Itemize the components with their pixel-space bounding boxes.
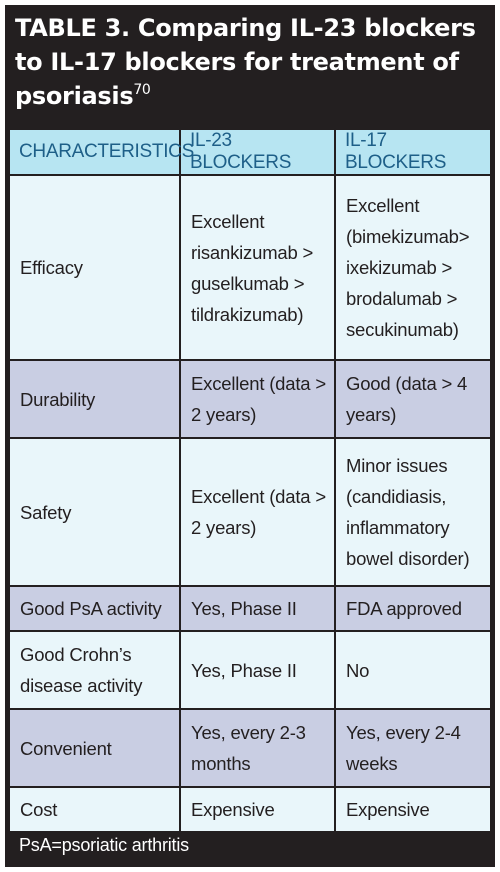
il23-cell: Yes, Phase II [180, 586, 336, 632]
row-label: Durability [10, 360, 181, 439]
il17-cell: Good (data > 4 years) [335, 360, 490, 439]
table-footnote: PsA=psoriatic arthritis [19, 835, 189, 855]
row-label: Convenient [10, 709, 181, 788]
table-card: TABLE 3. Comparing IL-23 blockers to IL-… [5, 5, 495, 867]
il17-cell: FDA approved [335, 586, 490, 632]
header-il23-blockers: IL-23 BLOCKERS [180, 130, 336, 176]
row-label: Safety [10, 438, 181, 587]
header-il17-blockers: IL-17 BLOCKERS [335, 130, 490, 176]
table-row-durability: Durability Excellent (data > 2 years) Go… [10, 360, 490, 439]
il17-cell: Yes, every 2-4 weeks [335, 709, 490, 788]
il23-cell: Yes, every 2-3 months [180, 709, 336, 788]
il17-cell: Expensive [335, 787, 490, 831]
table-title: TABLE 3. Comparing IL-23 blockers to IL-… [15, 11, 485, 113]
table-row-cost: Cost Expensive Expensive [10, 787, 490, 831]
il17-cell: Minor issues (candidiasis, inflammatory … [335, 438, 490, 587]
row-label: Efficacy [10, 175, 181, 361]
header-row: CHARACTERISTICS IL-23 BLOCKERS IL-17 BLO… [10, 130, 490, 176]
comparison-table: CHARACTERISTICS IL-23 BLOCKERS IL-17 BLO… [10, 130, 490, 831]
il17-cell: No [335, 631, 490, 710]
il23-cell: Excellent (data > 2 years) [180, 360, 336, 439]
table-row-safety: Safety Excellent (data > 2 years) Minor … [10, 438, 490, 587]
table-title-text: TABLE 3. Comparing IL-23 blockers to IL-… [15, 14, 476, 110]
table-row-crohns-activity: Good Crohn’s disease activity Yes, Phase… [10, 631, 490, 710]
il23-cell: Excellent (data > 2 years) [180, 438, 336, 587]
row-label: Good PsA activity [10, 586, 181, 632]
il23-cell: Excellent risankizumab > guselkumab > ti… [180, 175, 336, 361]
reference-superscript: 70 [133, 82, 151, 98]
table-row-convenient: Convenient Yes, every 2-3 months Yes, ev… [10, 709, 490, 788]
il17-cell: Excellent (bimekizumab> ixekizumab > bro… [335, 175, 490, 361]
header-characteristics: CHARACTERISTICS [10, 130, 194, 176]
il23-cell: Yes, Phase II [180, 631, 336, 710]
row-label: Good Crohn’s disease activity [10, 631, 181, 710]
row-label: Cost [10, 787, 181, 831]
table-row-efficacy: Efficacy Excellent risankizumab > guselk… [10, 175, 490, 361]
il23-cell: Expensive [180, 787, 336, 831]
table-row-psa-activity: Good PsA activity Yes, Phase II FDA appr… [10, 586, 490, 632]
